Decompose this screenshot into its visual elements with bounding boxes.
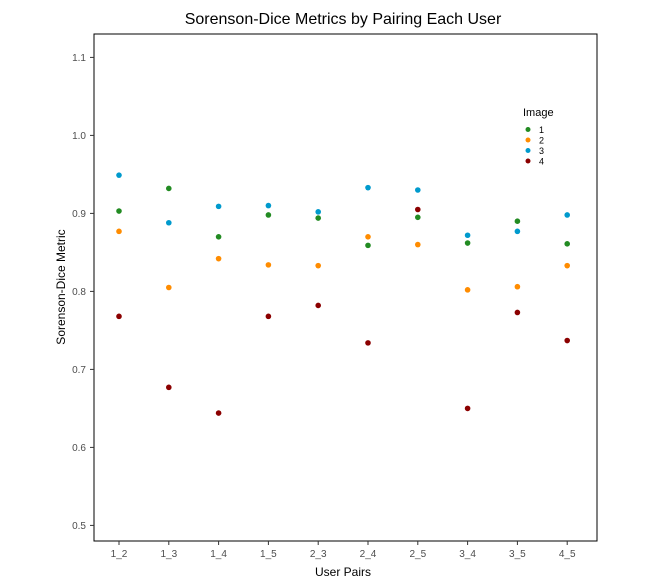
chart-title: Sorenson-Dice Metrics by Pairing Each Us… <box>185 11 502 28</box>
y-tick-label: 0.9 <box>72 209 86 220</box>
legend-key-3 <box>525 148 531 153</box>
x-tick-label: 1_2 <box>111 549 128 560</box>
point-image-2 <box>116 228 122 235</box>
point-image-4 <box>116 313 122 320</box>
point-image-2 <box>265 262 272 268</box>
point-image-1 <box>265 212 272 218</box>
legend-title: Image <box>523 107 554 119</box>
point-image-1 <box>215 234 222 240</box>
x-tick-label: 2_3 <box>310 549 327 560</box>
point-image-4 <box>564 337 570 344</box>
point-image-3 <box>464 232 471 239</box>
point-image-3 <box>116 172 122 178</box>
point-image-1 <box>415 214 421 221</box>
point-image-3 <box>315 209 322 215</box>
point-image-2 <box>514 283 521 290</box>
y-tick-label: 0.5 <box>72 521 86 532</box>
legend-label-4: 4 <box>539 157 544 167</box>
point-image-4 <box>315 302 322 309</box>
point-image-1 <box>166 185 172 192</box>
point-image-3 <box>514 228 521 235</box>
point-image-4 <box>415 206 421 213</box>
point-image-2 <box>365 234 371 240</box>
x-tick-label: 4_5 <box>559 549 576 560</box>
y-tick-label: 0.8 <box>72 287 86 298</box>
legend-label-2: 2 <box>539 136 544 146</box>
point-image-1 <box>514 218 521 224</box>
x-tick-label: 1_3 <box>160 549 177 560</box>
point-image-3 <box>564 212 570 218</box>
point-image-2 <box>564 262 570 269</box>
point-image-2 <box>215 255 222 262</box>
x-axis-label: User Pairs <box>315 565 371 579</box>
x-tick-label: 1_5 <box>260 549 277 560</box>
point-image-1 <box>564 241 570 247</box>
point-image-3 <box>166 219 172 226</box>
point-image-1 <box>464 240 471 246</box>
y-tick-label: 0.6 <box>72 443 86 454</box>
y-axis-label: Sorenson-Dice Metric <box>54 229 68 344</box>
x-tick-label: 1_4 <box>210 549 227 560</box>
y-tick-label: 0.7 <box>72 365 86 376</box>
point-image-2 <box>315 262 322 269</box>
legend-key-1 <box>525 127 531 132</box>
point-image-2 <box>415 241 421 248</box>
point-image-1 <box>116 208 122 214</box>
legend-label-3: 3 <box>539 146 544 156</box>
point-image-3 <box>365 184 371 191</box>
point-image-4 <box>215 410 222 416</box>
point-image-4 <box>464 405 471 412</box>
legend-key-4 <box>525 158 531 164</box>
point-image-3 <box>265 202 272 209</box>
point-image-3 <box>215 203 222 210</box>
point-image-3 <box>415 187 421 193</box>
point-image-2 <box>464 287 471 293</box>
x-tick-label: 2_4 <box>360 549 377 560</box>
point-image-4 <box>514 309 521 316</box>
point-image-4 <box>365 340 371 346</box>
point-image-2 <box>166 284 172 291</box>
y-tick-label: 1.1 <box>72 53 86 64</box>
point-image-4 <box>265 313 272 320</box>
data-points <box>116 172 570 416</box>
point-image-4 <box>166 384 172 391</box>
legend-label-1: 1 <box>539 125 544 135</box>
x-tick-label: 3_5 <box>509 549 526 560</box>
plot-panel <box>93 33 598 542</box>
y-axis: 0.5 0.6 0.7 0.8 0.9 1.0 1.1 <box>72 53 94 532</box>
point-image-1 <box>365 242 371 249</box>
legend-key-2 <box>525 137 531 143</box>
x-tick-label: 2_5 <box>409 549 426 560</box>
x-axis: 1_2 1_3 1_4 1_5 2_3 2_4 2_5 3_4 3_5 4_5 <box>111 541 576 560</box>
x-tick-label: 3_4 <box>459 549 476 560</box>
y-tick-label: 1.0 <box>72 131 86 142</box>
point-image-1 <box>315 215 322 221</box>
